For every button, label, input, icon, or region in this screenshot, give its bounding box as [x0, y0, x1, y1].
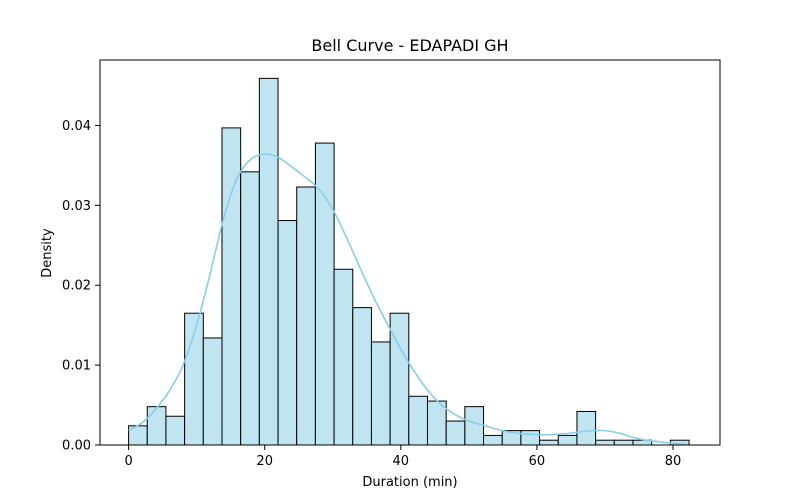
x-tick-label: 60	[529, 454, 546, 469]
x-tick-label: 0	[124, 454, 132, 469]
y-tick-label: 0.00	[62, 439, 91, 454]
y-tick-label: 0.03	[62, 199, 91, 214]
x-axis-label: Duration (min)	[362, 475, 457, 490]
histogram-bar	[426, 400, 447, 446]
histogram-bar	[333, 268, 354, 446]
histogram-bar	[165, 415, 186, 446]
y-tick-label: 0.01	[62, 359, 91, 374]
histogram-bar	[613, 439, 634, 446]
chart-title: Bell Curve - EDAPADI GH	[311, 36, 508, 55]
x-axis-ticks: 0 20 40 60 80	[124, 445, 681, 469]
histogram-bar	[258, 77, 279, 446]
kde-curve	[128, 153, 687, 445]
plot-frame	[99, 59, 721, 446]
histogram-bar	[296, 186, 316, 446]
histogram-bar	[520, 430, 541, 446]
histogram-bar	[557, 434, 578, 446]
histogram-bar	[595, 439, 615, 446]
x-tick-label: 40	[393, 454, 410, 469]
histogram-bar	[240, 171, 260, 446]
histogram-bar	[408, 395, 428, 446]
y-axis-ticks: 0.00 0.01 0.02 0.03 0.04	[62, 119, 100, 454]
y-axis-label: Density	[40, 228, 55, 278]
histogram-bar	[146, 406, 167, 446]
x-tick-label: 20	[256, 454, 273, 469]
histogram-bar	[576, 410, 597, 446]
histogram-bar	[277, 220, 298, 446]
histogram-bar	[464, 406, 485, 446]
histogram-bar	[202, 337, 223, 446]
histogram-bar	[370, 341, 391, 446]
y-tick-label: 0.04	[62, 119, 91, 134]
y-tick-label: 0.02	[62, 279, 91, 294]
histogram-bar	[483, 434, 503, 446]
histogram-bar	[539, 439, 559, 446]
x-tick-label: 80	[665, 454, 682, 469]
histogram-bar	[445, 420, 466, 446]
histogram-bars	[128, 77, 690, 446]
histogram-bar	[352, 307, 372, 446]
